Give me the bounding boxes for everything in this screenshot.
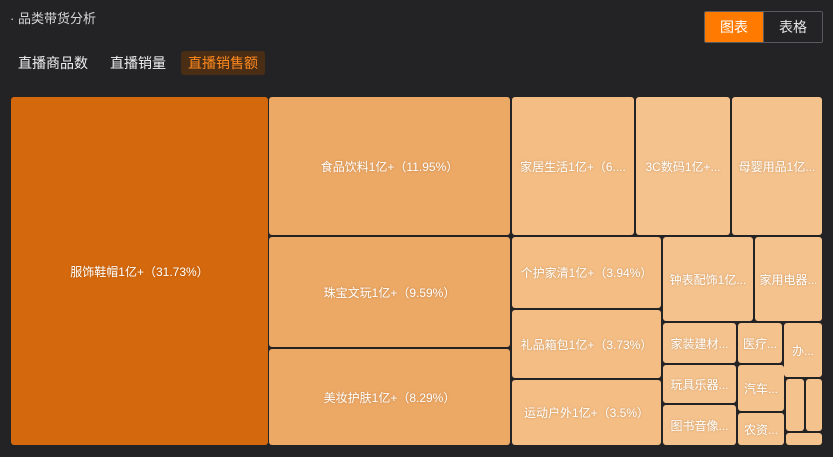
treemap-cell[interactable]: 图书音像... — [663, 405, 736, 445]
treemap-cell-label: 运动户外1亿+（3.5%） — [523, 406, 650, 420]
treemap-cell[interactable]: 个护家清1亿+（3.94%） — [512, 237, 661, 308]
treemap-cell[interactable]: 母婴用品1亿... — [732, 97, 822, 235]
treemap-cell-label: 3C数码1亿+... — [645, 159, 721, 174]
treemap-cell[interactable]: 医疗... — [738, 323, 782, 363]
treemap-cell-label: 家用电器... — [759, 272, 818, 287]
treemap-cell-label: 钟表配饰1亿... — [669, 272, 747, 287]
treemap-cell-label: 美妆护肤1亿+（8.29%） — [323, 390, 456, 405]
treemap-cell-label: 图书音像... — [670, 418, 729, 433]
treemap-cell-label: 个护家清1亿+（3.94%） — [520, 266, 653, 280]
treemap-cell-label: 医疗... — [742, 336, 777, 351]
treemap-cell-label: 汽车... — [743, 381, 778, 396]
view-toggle: 图表 表格 — [704, 11, 823, 43]
treemap-cell-label: 服饰鞋帽1亿+（31.73%） — [70, 264, 209, 279]
treemap-cell[interactable] — [786, 433, 822, 445]
treemap-cell[interactable]: 汽车... — [738, 365, 784, 411]
treemap-cell-label: 玩具乐器... — [670, 377, 729, 392]
treemap-cell[interactable]: 家装建材... — [663, 323, 736, 363]
tab-product-count[interactable]: 直播商品数 — [18, 55, 88, 71]
treemap-cell[interactable]: 家居生活1亿+（6.... — [512, 97, 634, 235]
treemap-cell-label: 家装建材... — [670, 336, 729, 351]
treemap-cell[interactable]: 美妆护肤1亿+（8.29%） — [269, 349, 510, 445]
section-title: · 品类带货分析 — [10, 11, 96, 26]
treemap-cell-label: 办... — [791, 343, 814, 358]
treemap-cell[interactable]: 玩具乐器... — [663, 365, 736, 403]
treemap-cell-label: 母婴用品1亿... — [738, 159, 816, 174]
treemap-cell-label: 食品饮料1亿+（11.95%） — [320, 159, 459, 174]
treemap-cell[interactable]: 食品饮料1亿+（11.95%） — [269, 97, 510, 235]
treemap-cell[interactable]: 农资... — [738, 413, 784, 445]
table-view-button[interactable]: 表格 — [763, 12, 822, 42]
chart-view-button[interactable]: 图表 — [705, 12, 763, 42]
treemap-cell[interactable]: 运动户外1亿+（3.5%） — [512, 380, 661, 445]
treemap-cell[interactable]: 服饰鞋帽1亿+（31.73%） — [11, 97, 268, 445]
treemap-cell-label: 礼品箱包1亿+（3.73%） — [520, 337, 653, 352]
tab-sales-amount[interactable]: 直播销售额 — [181, 51, 265, 75]
treemap-cell[interactable] — [786, 379, 804, 431]
treemap-cell[interactable]: 家用电器... — [755, 237, 822, 321]
metric-tabs: 直播商品数 直播销量 直播销售额 — [11, 51, 265, 75]
treemap-cell[interactable]: 礼品箱包1亿+（3.73%） — [512, 310, 661, 378]
treemap-cell-label: 家居生活1亿+（6.... — [520, 159, 626, 174]
tab-sales-volume[interactable]: 直播销量 — [110, 55, 166, 71]
treemap-cell[interactable]: 珠宝文玩1亿+（9.59%） — [269, 237, 510, 347]
treemap-cell[interactable] — [806, 379, 822, 431]
treemap-cell-label: 农资... — [743, 422, 778, 437]
treemap-cell[interactable]: 办... — [784, 323, 822, 377]
treemap-cell[interactable]: 3C数码1亿+... — [636, 97, 730, 235]
treemap-cell[interactable]: 钟表配饰1亿... — [663, 237, 753, 321]
treemap-cell-label: 珠宝文玩1亿+（9.59%） — [323, 285, 456, 300]
